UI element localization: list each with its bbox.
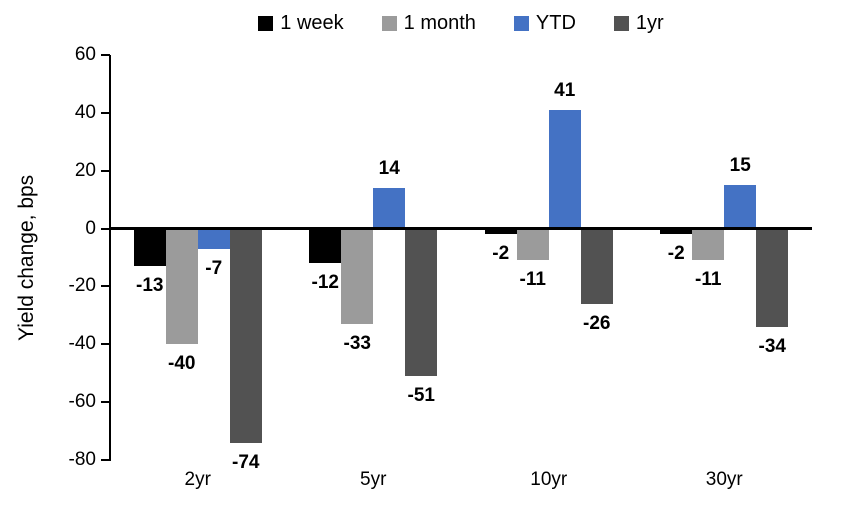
y-axis-tick bbox=[101, 54, 110, 56]
y-tick-label: 60 bbox=[74, 44, 96, 65]
bar-YTD-30yr bbox=[724, 185, 757, 229]
legend-swatch-icon bbox=[381, 15, 397, 31]
bar-1-month-30yr bbox=[692, 228, 725, 261]
x-category-label: 10yr bbox=[530, 469, 568, 490]
bar-1-week-2yr bbox=[133, 228, 166, 267]
legend-item-YTD: YTD bbox=[513, 11, 576, 35]
y-axis-line bbox=[109, 55, 111, 461]
data-label: -2 bbox=[492, 243, 510, 265]
data-label: -13 bbox=[136, 275, 164, 297]
data-label: 14 bbox=[378, 158, 400, 180]
legend-item-1-month: 1 month bbox=[381, 11, 476, 35]
y-tick-label: -20 bbox=[68, 275, 96, 297]
data-label: -40 bbox=[168, 353, 196, 375]
bar-YTD-10yr bbox=[548, 109, 581, 229]
legend: 1 week 1 month YTD 1yr bbox=[110, 8, 812, 38]
legend-label: 1 month bbox=[403, 11, 476, 34]
y-axis-tick bbox=[101, 343, 110, 346]
y-axis-tick bbox=[101, 459, 110, 461]
x-category-label: 5yr bbox=[360, 469, 387, 490]
bar-1-week-10yr bbox=[484, 228, 517, 235]
zero-line bbox=[109, 227, 812, 231]
data-label: 41 bbox=[554, 79, 576, 101]
data-label: -11 bbox=[519, 269, 546, 291]
data-label: -51 bbox=[407, 385, 435, 407]
legend-swatch-icon bbox=[513, 15, 529, 31]
y-tick-label: -40 bbox=[68, 333, 96, 355]
bar-1-month-5yr bbox=[341, 228, 374, 325]
bar-YTD-2yr bbox=[197, 228, 230, 249]
legend-label: YTD bbox=[535, 11, 576, 34]
bar-1-week-5yr bbox=[309, 228, 342, 264]
y-axis-tick bbox=[101, 227, 110, 230]
y-axis-tick bbox=[101, 169, 110, 172]
bar-1-month-2yr bbox=[165, 228, 198, 345]
y-tick-label: 20 bbox=[74, 159, 96, 181]
y-tick-label: 40 bbox=[74, 101, 96, 123]
x-category-label: 30yr bbox=[705, 469, 743, 490]
data-label: -2 bbox=[667, 243, 685, 265]
data-label: -7 bbox=[205, 257, 223, 279]
bar-1-month-10yr bbox=[516, 228, 549, 261]
legend-label: 1 week bbox=[280, 11, 344, 34]
data-label: -33 bbox=[343, 333, 371, 355]
legend-swatch-icon bbox=[613, 15, 629, 31]
y-tick-label: -60 bbox=[68, 391, 96, 413]
y-tick-label: -80 bbox=[68, 449, 96, 470]
data-label: -11 bbox=[695, 269, 722, 291]
y-axis-tick bbox=[101, 401, 110, 404]
y-axis-tick bbox=[101, 111, 110, 114]
y-axis-tick bbox=[101, 285, 110, 288]
legend-item-1-week: 1 week bbox=[258, 11, 344, 35]
data-label: -74 bbox=[232, 451, 260, 473]
legend-label: 1yr bbox=[635, 11, 664, 34]
data-label: -26 bbox=[583, 312, 611, 334]
bar-1yr-30yr bbox=[756, 228, 789, 327]
legend-item-1yr: 1yr bbox=[613, 11, 664, 35]
y-tick-label: 0 bbox=[85, 217, 96, 239]
bar-1yr-2yr bbox=[229, 228, 262, 443]
data-label: -12 bbox=[311, 272, 339, 294]
data-label: -34 bbox=[758, 335, 786, 357]
bar-1-week-30yr bbox=[660, 228, 693, 235]
data-label: 15 bbox=[729, 155, 751, 177]
x-category-label: 2yr bbox=[184, 469, 211, 490]
bar-1yr-10yr bbox=[580, 228, 613, 304]
bar-YTD-5yr bbox=[373, 188, 406, 229]
bar-1yr-5yr bbox=[405, 228, 438, 377]
legend-swatch-icon bbox=[258, 15, 274, 31]
